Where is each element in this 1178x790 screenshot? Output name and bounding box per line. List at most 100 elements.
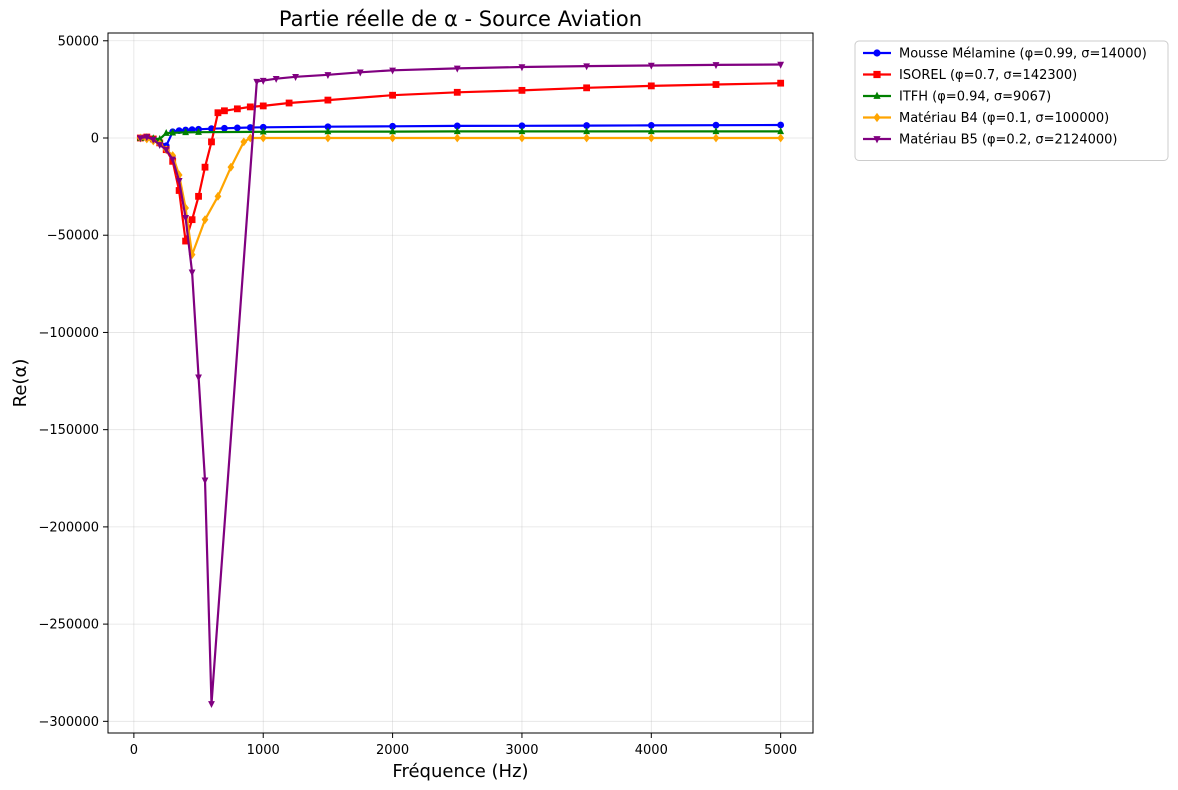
data-point: [175, 187, 183, 194]
data-point: [712, 121, 720, 129]
legend-entry: Matériau B4 (φ=0.1, σ=100000): [863, 111, 1109, 126]
y-tick-label: 50000: [58, 34, 99, 49]
data-point: [777, 79, 785, 87]
y-axis: 50000 0 −50000 −100000 −150000 −200000 −250000…: [38, 34, 108, 730]
legend-label: ITFH (φ=0.94, σ=9067): [899, 90, 1051, 105]
data-point: [647, 121, 655, 129]
legend-entry: Mousse Mélamine (φ=0.99, σ=14000): [863, 47, 1147, 62]
data-point: [214, 109, 222, 117]
data-point: [583, 63, 591, 71]
data-point: [195, 127, 202, 135]
data-point: [389, 91, 396, 99]
data-point: [647, 127, 655, 135]
legend-entry: ISOREL (φ=0.7, σ=142300): [863, 68, 1077, 83]
data-point: [253, 78, 261, 86]
data-point: [518, 127, 526, 135]
data-point: [169, 128, 177, 136]
data-point: [208, 701, 215, 709]
y-axis-title: Re(α): [10, 359, 31, 408]
plot-area-frame: [107, 32, 814, 734]
data-point: [233, 105, 241, 113]
y-tick-label: −100000: [38, 326, 99, 341]
data-point: [873, 136, 881, 144]
data-point: [518, 86, 526, 94]
data-point: [208, 138, 215, 146]
data-point: [259, 133, 267, 143]
data-point: [453, 127, 461, 135]
data-point: [149, 136, 157, 144]
x-axis-title: Fréquence (Hz): [392, 761, 528, 782]
data-point: [143, 134, 151, 142]
legend-label: Matériau B4 (φ=0.1, σ=100000): [899, 111, 1109, 126]
data-point: [873, 49, 881, 57]
data-point: [712, 133, 720, 143]
data-point: [221, 107, 228, 115]
data-point: [712, 81, 720, 88]
x-tick-label: 2000: [376, 743, 409, 758]
data-point: [182, 215, 190, 222]
data-point: [873, 112, 881, 123]
data-point: [777, 121, 785, 129]
data-point: [195, 374, 202, 382]
y-tick-label: −150000: [38, 423, 99, 438]
data-point: [324, 123, 332, 131]
data-point: [389, 133, 396, 143]
data-point: [240, 137, 248, 147]
data-point: [259, 77, 267, 85]
data-point: [259, 123, 267, 131]
data-point: [518, 64, 526, 72]
chart-title: Partie réelle de α - Source Aviation: [279, 7, 642, 31]
data-point: [518, 133, 526, 143]
data-point: [389, 127, 396, 135]
data-point: [188, 216, 196, 224]
legend-entry: Matériau B5 (φ=0.2, σ=2124000): [863, 133, 1117, 148]
data-point: [583, 133, 591, 143]
data-point: [647, 82, 655, 90]
data-point: [246, 103, 254, 111]
x-axis: 0 1000 2000 3000 4000 5000: [130, 733, 797, 758]
data-point: [214, 191, 222, 201]
data-point: [233, 124, 241, 132]
legend-label: Mousse Mélamine (φ=0.99, σ=14000): [899, 47, 1147, 62]
y-tick-label: −50000: [47, 229, 99, 244]
y-tick-label: −200000: [38, 520, 99, 535]
data-point: [647, 133, 655, 143]
data-point: [453, 122, 461, 130]
data-point: [324, 72, 332, 80]
grid: [108, 33, 813, 733]
data-point: [201, 477, 209, 485]
y-tick-label: −250000: [38, 618, 99, 633]
data-point: [777, 61, 785, 69]
legend-entry: ITFH (φ=0.94, σ=9067): [863, 90, 1051, 105]
legend-box: [854, 40, 1169, 161]
data-point: [156, 134, 164, 142]
data-point: [259, 127, 267, 135]
data-point: [324, 133, 332, 143]
data-point: [777, 133, 785, 143]
legend-label: Matériau B5 (φ=0.2, σ=2124000): [899, 133, 1117, 148]
data-point: [246, 124, 254, 131]
data-point: [324, 127, 332, 135]
data-point: [453, 88, 461, 96]
series-group: [136, 61, 785, 709]
data-point: [583, 127, 591, 135]
data-point: [162, 128, 170, 136]
data-point: [188, 269, 196, 277]
data-point: [169, 156, 177, 164]
series-5: [136, 61, 785, 709]
data-point: [453, 65, 461, 73]
data-point: [518, 122, 526, 130]
data-point: [175, 178, 183, 185]
data-point: [453, 133, 461, 143]
data-point: [201, 163, 209, 171]
data-point: [221, 124, 228, 132]
y-tick-label: −300000: [38, 715, 99, 730]
data-point: [292, 74, 299, 81]
data-point: [136, 135, 144, 143]
legend-label: ISOREL (φ=0.7, σ=142300): [899, 68, 1077, 83]
data-point: [712, 127, 720, 135]
data-point: [389, 122, 396, 130]
data-point: [182, 237, 190, 245]
x-tick-label: 3000: [505, 743, 538, 758]
